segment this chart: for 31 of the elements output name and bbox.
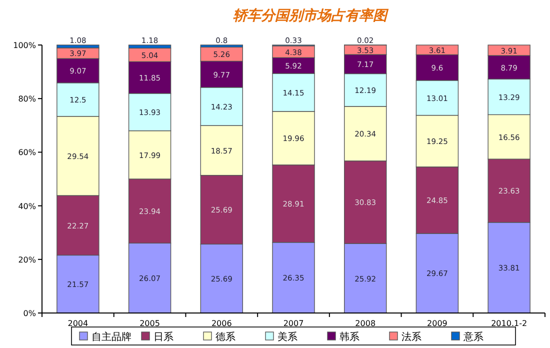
x-tick-label: 2009 [427,319,448,328]
x-tick-label: 2005 [140,319,160,328]
x-tick-label: 2010.1-2 [491,319,528,328]
y-tick-label: 40% [18,202,36,211]
bar [272,242,315,314]
x-tick-label: 2007 [283,319,304,328]
bar [128,242,172,314]
legend-label: 韩系 [340,331,360,343]
x-tick-label: 2004 [68,319,88,328]
y-tick-label: 0% [23,309,36,318]
bar [200,244,243,314]
legend-label: 自主品牌 [92,331,132,343]
chart-title: 轿车分国别市场占有率图 [233,7,389,24]
bar [416,233,459,314]
y-tick-label: 60% [18,148,36,158]
legend-label: 日系 [154,331,174,343]
bar [56,254,100,314]
x-tick-label: 2006 [211,319,232,328]
bar [344,243,387,314]
legend-label: 美系 [278,331,298,343]
bar [128,44,172,49]
y-tick-label: 20% [18,255,36,264]
y-tick-label: 80% [18,94,36,104]
y-tick-label: 100% [13,41,36,50]
legend-label: 德系 [216,331,236,343]
bar [56,44,100,48]
bar [200,44,243,48]
bar [488,222,530,314]
x-tick-label: 2008 [355,319,376,328]
legend-label: 法系 [402,331,422,343]
legend-label: 意系 [462,331,484,343]
